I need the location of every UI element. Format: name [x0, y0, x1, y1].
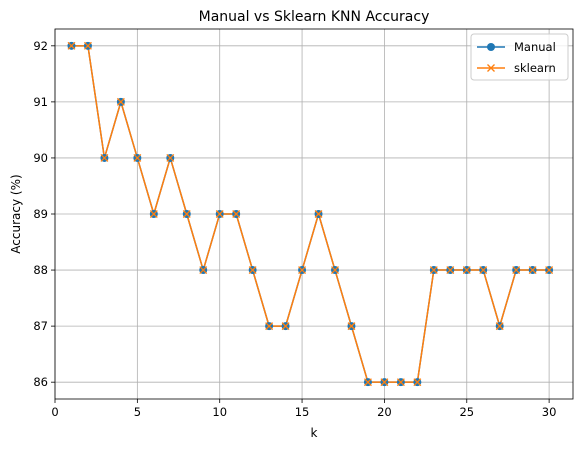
legend-label: Manual — [514, 40, 556, 54]
grid — [55, 29, 573, 399]
x-axis-ticks: 0 5 10 15 20 25 30 — [51, 399, 556, 419]
legend: Manual sklearn — [471, 34, 568, 80]
x-tick-label: 30 — [542, 405, 557, 419]
y-tick-label: 86 — [33, 375, 48, 389]
x-tick-label: 20 — [377, 405, 392, 419]
y-axis-ticks: 86 87 88 89 90 91 92 — [33, 39, 55, 389]
y-tick-label: 87 — [33, 319, 48, 333]
y-tick-label: 88 — [33, 263, 48, 277]
x-tick-label: 0 — [51, 405, 58, 419]
chart-title: Manual vs Sklearn KNN Accuracy — [199, 9, 430, 25]
y-axis-label: Accuracy (%) — [9, 174, 23, 253]
x-tick-label: 25 — [459, 405, 474, 419]
x-tick-label: 15 — [295, 405, 310, 419]
x-tick-label: 5 — [134, 405, 141, 419]
x-tick-label: 10 — [212, 405, 227, 419]
y-tick-label: 90 — [33, 151, 48, 165]
legend-marker — [487, 43, 495, 51]
legend-label: sklearn — [514, 61, 556, 75]
y-tick-label: 92 — [33, 39, 48, 53]
y-tick-label: 91 — [33, 95, 48, 109]
x-axis-label: k — [311, 426, 318, 440]
y-tick-label: 89 — [33, 207, 48, 221]
